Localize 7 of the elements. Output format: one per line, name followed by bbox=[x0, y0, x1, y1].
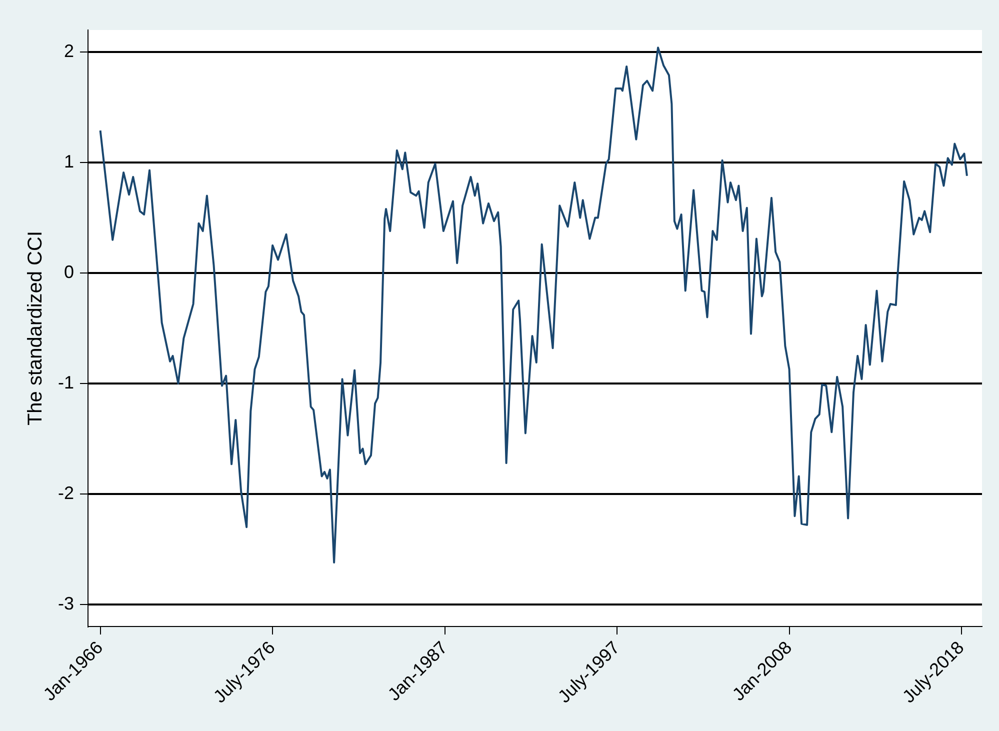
y-tick-label: -3 bbox=[58, 593, 74, 614]
y-tick-label: -1 bbox=[58, 372, 74, 392]
y-axis-title: The standardized CCI bbox=[24, 230, 47, 426]
y-tick-label: -2 bbox=[58, 482, 74, 503]
y-tick-label: 2 bbox=[64, 41, 74, 62]
y-tick-label: 0 bbox=[64, 262, 74, 282]
y-tick-label: 1 bbox=[64, 152, 74, 172]
